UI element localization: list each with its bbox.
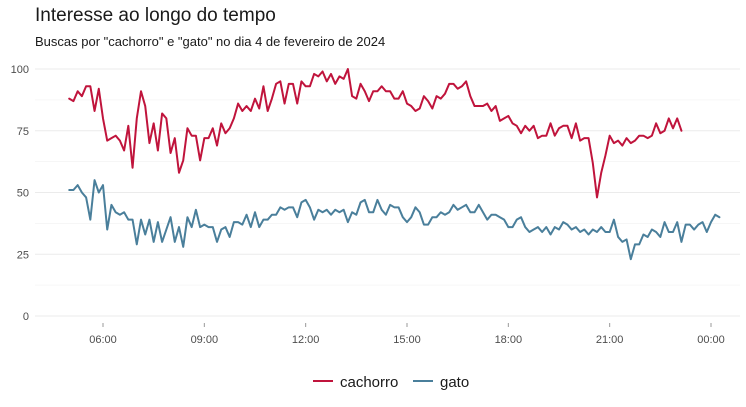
legend-label-cachorro: cachorro [340,374,398,391]
x-tick-label: 09:00 [191,334,219,346]
grid-layer [35,68,740,317]
x-tick-label: 00:00 [697,334,725,346]
y-tick-label: 50 [17,188,29,200]
chart-subtitle: Buscas por "cachorro" e "gato" no dia 4 … [35,34,386,49]
series-layer [68,68,721,261]
y-tick-label: 75 [17,126,29,138]
series-line-gato [68,179,721,261]
x-tick-label: 15:00 [393,334,421,346]
series-line-cachorro [68,68,683,199]
x-tick-label: 18:00 [495,334,523,346]
x-axis-tick-labels: 06:00 09:00 12:00 15:00 18:00 21:00 00:00 [89,323,725,346]
y-tick-label: 0 [23,311,29,323]
x-tick-label: 06:00 [89,334,117,346]
y-axis-tick-labels: 0 25 50 75 100 [11,64,29,323]
x-tick-label: 21:00 [596,334,624,346]
legend: cachorro gato [313,374,469,391]
x-tick-label: 12:00 [292,334,320,346]
y-tick-label: 25 [17,249,29,261]
y-tick-label: 100 [11,64,29,76]
legend-label-gato: gato [440,374,469,391]
chart-title: Interesse ao longo do tempo [35,5,276,26]
